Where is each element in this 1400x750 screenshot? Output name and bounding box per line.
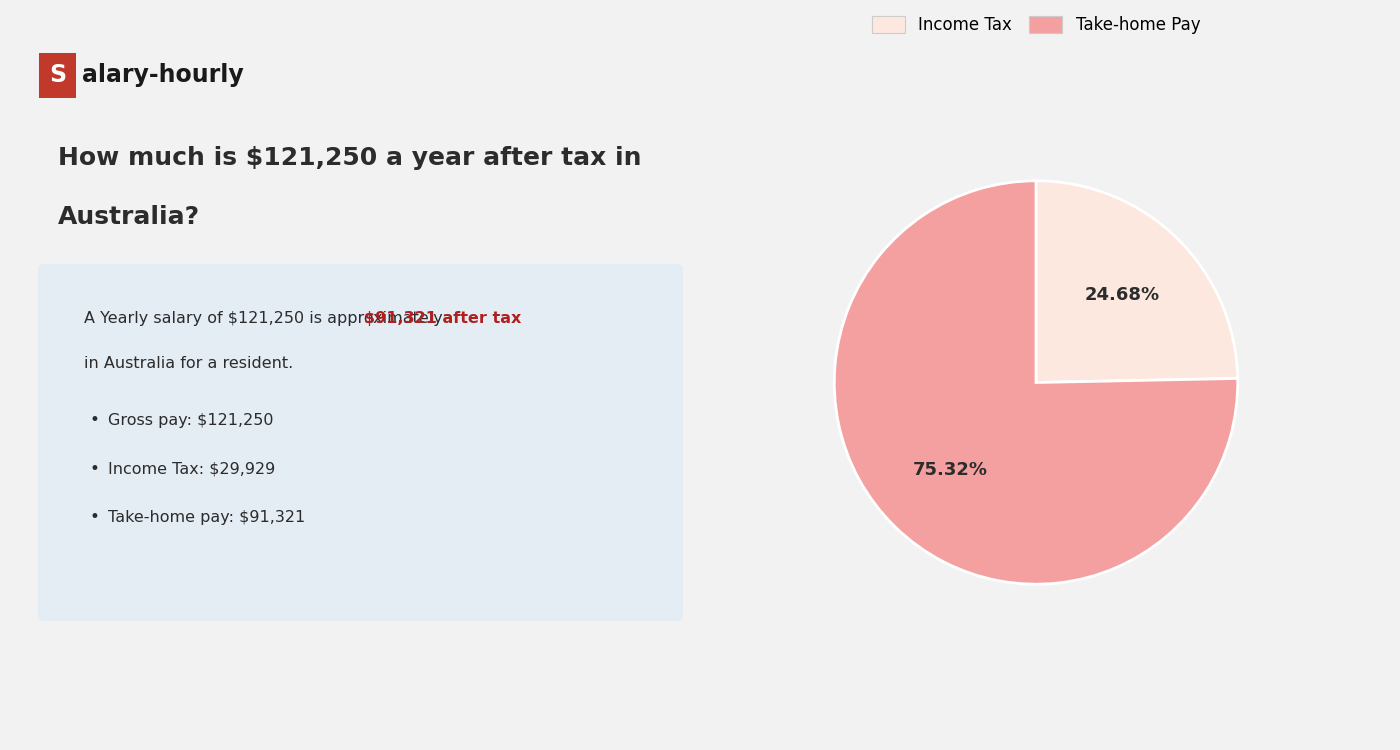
Text: 75.32%: 75.32% [913, 461, 987, 479]
Text: Gross pay: $121,250: Gross pay: $121,250 [108, 413, 273, 428]
Text: Take-home pay: $91,321: Take-home pay: $91,321 [108, 510, 305, 525]
Text: •: • [90, 411, 99, 429]
Text: 24.68%: 24.68% [1085, 286, 1159, 304]
Text: •: • [90, 460, 99, 478]
Text: Australia?: Australia? [59, 206, 200, 230]
Text: $91,321 after tax: $91,321 after tax [364, 311, 521, 326]
Wedge shape [834, 181, 1238, 584]
Text: A Yearly salary of $121,250 is approximately: A Yearly salary of $121,250 is approxima… [84, 311, 448, 326]
Text: How much is $121,250 a year after tax in: How much is $121,250 a year after tax in [59, 146, 641, 170]
Wedge shape [1036, 181, 1238, 382]
FancyBboxPatch shape [38, 264, 683, 621]
Text: Income Tax: $29,929: Income Tax: $29,929 [108, 461, 274, 476]
Text: in Australia for a resident.: in Australia for a resident. [84, 356, 293, 371]
Text: S: S [49, 63, 67, 87]
Text: •: • [90, 509, 99, 526]
Text: alary-hourly: alary-hourly [81, 63, 244, 87]
FancyBboxPatch shape [39, 53, 77, 98]
Legend: Income Tax, Take-home Pay: Income Tax, Take-home Pay [865, 10, 1207, 41]
